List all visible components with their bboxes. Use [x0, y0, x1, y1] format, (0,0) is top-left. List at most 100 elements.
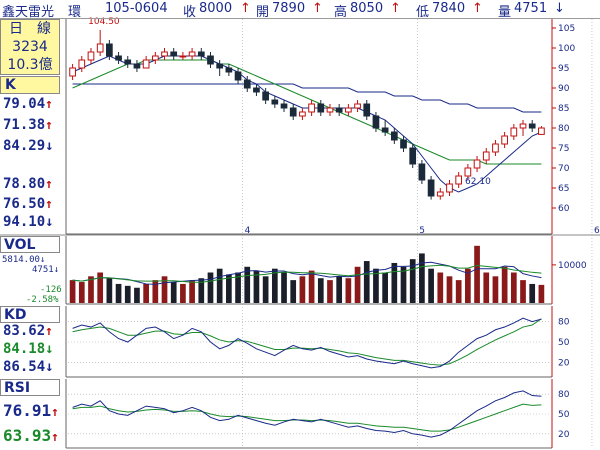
- volume-bar: [106, 278, 113, 303]
- high-value: 8050: [350, 1, 384, 16]
- volume-bar: [235, 272, 241, 303]
- candle-body: [372, 115, 380, 129]
- vol-value-2: 4751↓: [32, 265, 60, 275]
- volume-panel: 10000: [69, 245, 587, 303]
- candle-body: [427, 179, 435, 197]
- candle-body: [381, 127, 389, 133]
- k-label: K: [0, 76, 60, 94]
- y-tick-label: 90: [558, 84, 570, 94]
- ma-value-1: 79.04↑: [3, 96, 53, 112]
- volume-down-icon: ↓: [554, 1, 565, 16]
- volume-bar: [281, 272, 287, 303]
- candle-body: [280, 103, 288, 109]
- rsi-value-2: 63.93↑: [3, 426, 59, 445]
- rsi-value-1: 76.91↑: [3, 401, 59, 420]
- candle-body: [299, 111, 306, 117]
- volume-bar: [474, 245, 480, 303]
- ma2-value-3: 94.10↓: [3, 214, 54, 230]
- candle-body: [197, 51, 205, 57]
- ma-value-2: 71.38↑: [3, 117, 53, 133]
- candle-body: [501, 135, 508, 145]
- ma-long-line: [72, 83, 542, 113]
- kd-value-2: 84.18↓: [3, 341, 54, 357]
- candle-body: [436, 191, 444, 197]
- volume-bar: [115, 283, 122, 303]
- volume-bar: [207, 272, 214, 303]
- volume-bar: [262, 276, 269, 303]
- period-value1: 3234: [12, 39, 48, 55]
- volume-bar: [161, 276, 168, 303]
- volume-bar: [391, 262, 398, 303]
- low-value: 7840: [432, 1, 466, 16]
- panel-frames: [0, 19, 600, 449]
- volume-bar: [446, 276, 453, 303]
- candle-body: [519, 123, 527, 129]
- ma-short-line: [72, 55, 542, 193]
- candle-body: [87, 51, 95, 61]
- volume-bar: [363, 261, 370, 303]
- kd-y-tick-label: 20: [558, 358, 570, 368]
- volume-bar: [428, 268, 434, 303]
- trade-date: 105-0604: [105, 1, 168, 16]
- candle-body: [455, 175, 463, 185]
- candle-body: [133, 63, 141, 69]
- stock-name: 鑫天雷光: [2, 5, 55, 20]
- volume-bar: [226, 274, 232, 303]
- candle-body: [234, 71, 242, 81]
- volume-bar: [170, 282, 177, 303]
- vol-change: -126: [40, 285, 62, 295]
- y-tick-label: 75: [558, 144, 569, 154]
- price-panel: 4 5 6 60 65 70 75 80 85 90 95 100 105 104.50 62.10: [69, 17, 600, 448]
- candle-body: [409, 147, 417, 165]
- kd-panel: 20 50 80: [68, 317, 570, 369]
- candle-body: [538, 127, 545, 135]
- candle-body: [510, 127, 518, 137]
- x-tick-label: 6: [594, 226, 600, 236]
- volume-bar: [143, 283, 149, 303]
- volume-bar: [253, 270, 260, 303]
- candle-body: [390, 131, 398, 141]
- y-tick-label: 70: [558, 164, 570, 174]
- volume-bar: [345, 278, 352, 303]
- volume-bar: [216, 268, 223, 303]
- price-annotation: 104.50: [88, 17, 120, 27]
- candle-body: [400, 139, 407, 149]
- rsi-label: RSI: [0, 379, 60, 396]
- close-label: 收: [183, 5, 197, 20]
- candle-body: [446, 183, 453, 193]
- close-value: 8000: [199, 1, 233, 16]
- close-up-icon: ↑: [240, 1, 251, 16]
- candle-body: [124, 59, 132, 65]
- candle-body: [69, 67, 76, 77]
- volume-bar: [492, 276, 499, 303]
- rsi-y-tick-label: 80: [558, 390, 570, 400]
- period-value2: 10.3億: [7, 57, 53, 73]
- volume-bar: [244, 266, 251, 303]
- price-annotation: 62.10: [465, 177, 491, 187]
- volume-bar: [354, 266, 361, 303]
- candle-body: [151, 55, 159, 61]
- low-up-icon: ↑: [472, 1, 483, 16]
- candle-body: [482, 151, 490, 161]
- candle-body: [271, 99, 279, 105]
- volume-bar: [317, 278, 324, 303]
- kd-value-3: 86.54↓: [3, 359, 54, 375]
- candle-body: [492, 143, 499, 153]
- volume-bar: [327, 280, 333, 303]
- volume-label: 量: [498, 5, 512, 20]
- y-tick-label: 100: [558, 44, 575, 54]
- x-tick-label: 5: [419, 226, 425, 236]
- candle-body: [161, 51, 168, 57]
- kd-series-1-line: [72, 317, 542, 369]
- candle-body: [78, 59, 86, 69]
- volume-bar: [134, 287, 140, 303]
- volume-bar: [336, 276, 343, 303]
- period-label: 日 線: [9, 21, 51, 37]
- volume-bar: [465, 268, 471, 303]
- candle-body: [354, 103, 361, 109]
- y-tick-label: 85: [558, 104, 569, 114]
- candle-body: [225, 67, 233, 73]
- ma2-value-1: 78.80↑: [3, 176, 53, 192]
- candle-body: [363, 103, 371, 117]
